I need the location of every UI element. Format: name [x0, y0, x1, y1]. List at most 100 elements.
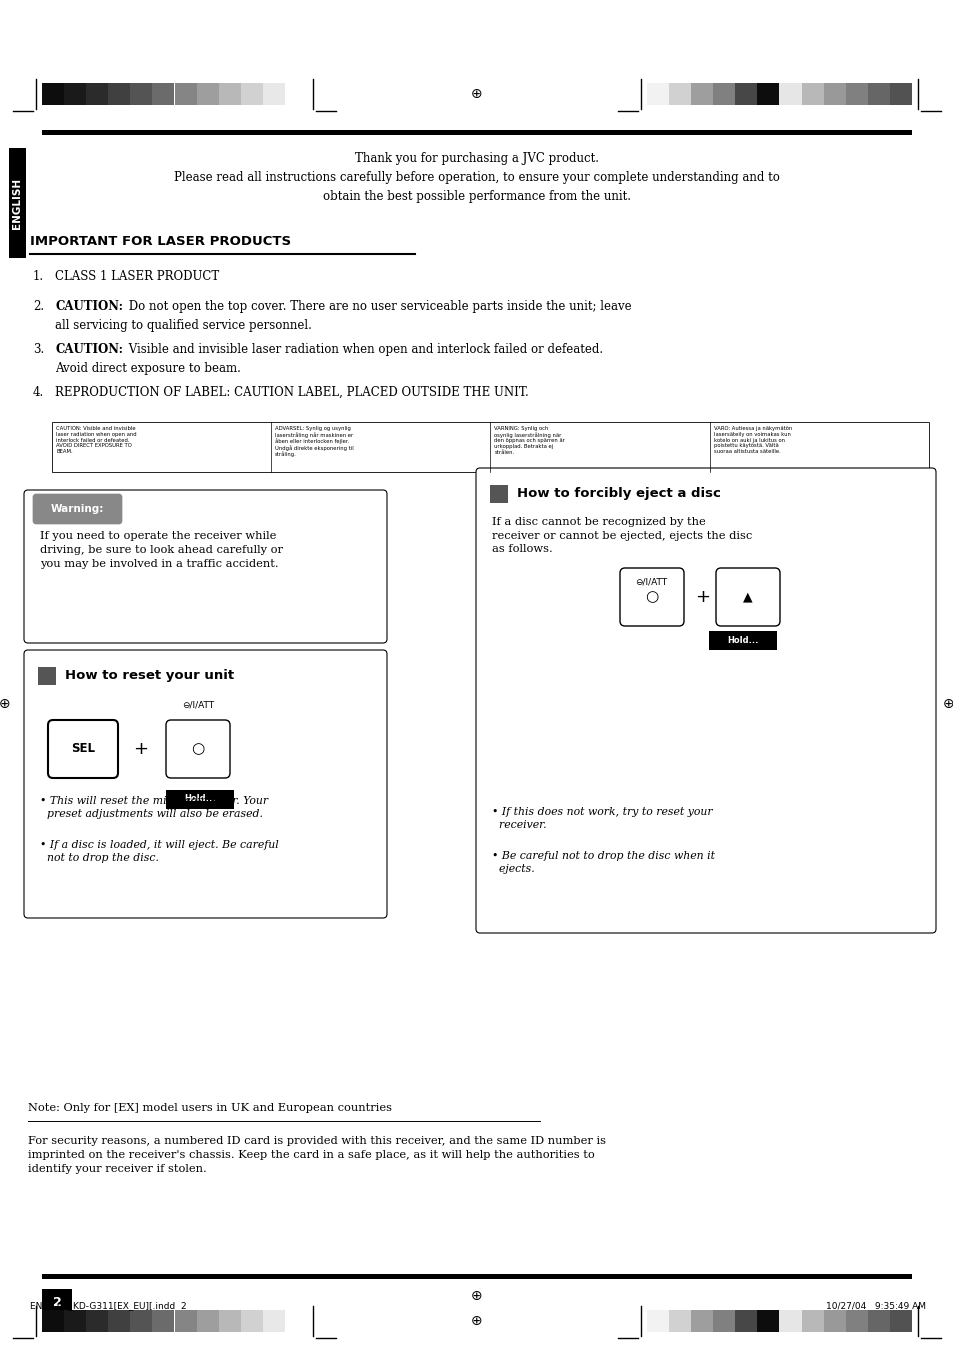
Text: ○: ○: [644, 589, 658, 604]
Bar: [52, 422, 928, 471]
Text: Warning:: Warning:: [51, 504, 104, 513]
Text: • This will reset the microcomputer. Your
  preset adjustments will also be eras: • This will reset the microcomputer. You…: [40, 796, 268, 819]
Bar: [735, 1310, 757, 1332]
Bar: [152, 82, 174, 105]
Bar: [174, 1310, 196, 1332]
Bar: [285, 82, 307, 105]
Text: Visible and invisible laser radiation when open and interlock failed or defeated: Visible and invisible laser radiation wh…: [125, 343, 602, 357]
Text: ADVARSEL: Synlig og usynlig
laserstråling når maskinen er
åben eller interlocken: ADVARSEL: Synlig og usynlig laserstrålin…: [275, 426, 354, 458]
Bar: [757, 1310, 779, 1332]
Bar: [196, 1310, 218, 1332]
Bar: [42, 82, 64, 105]
Bar: [42, 1274, 911, 1279]
Text: +: +: [695, 588, 710, 607]
Bar: [757, 82, 779, 105]
Text: VARO: Autiessa ja näkymätön
lasersäteily on voimakas kun
kotelo on auki ja lukit: VARO: Autiessa ja näkymätön lasersäteily…: [713, 426, 791, 454]
Text: Do not open the top cover. There are no user serviceable parts inside the unit; : Do not open the top cover. There are no …: [125, 300, 631, 313]
Text: • If a disc is loaded, it will eject. Be careful
  not to drop the disc.: • If a disc is loaded, it will eject. Be…: [40, 840, 278, 863]
Bar: [42, 1310, 64, 1332]
Text: CAUTION:: CAUTION:: [55, 343, 123, 357]
Bar: [845, 1310, 867, 1332]
Bar: [822, 82, 845, 105]
FancyBboxPatch shape: [24, 650, 387, 917]
Text: +: +: [133, 740, 149, 758]
Bar: [646, 82, 668, 105]
Text: How to reset your unit: How to reset your unit: [65, 670, 233, 682]
Bar: [668, 82, 690, 105]
Bar: [196, 82, 218, 105]
Text: Thank you for purchasing a JVC product.: Thank you for purchasing a JVC product.: [355, 153, 598, 165]
FancyBboxPatch shape: [166, 720, 230, 778]
Text: For security reasons, a numbered ID card is provided with this receiver, and the: For security reasons, a numbered ID card…: [28, 1136, 605, 1174]
Text: Hold...: Hold...: [184, 794, 215, 802]
Bar: [263, 1310, 285, 1332]
Bar: [690, 82, 713, 105]
Text: ○: ○: [192, 742, 204, 757]
Text: Note: Only for [EX] model users in UK and European countries: Note: Only for [EX] model users in UK an…: [28, 1102, 392, 1113]
FancyBboxPatch shape: [48, 720, 118, 778]
Bar: [845, 82, 867, 105]
Bar: [867, 1310, 889, 1332]
Bar: [218, 1310, 240, 1332]
Text: 10/27/04   9:35:49 AM: 10/27/04 9:35:49 AM: [825, 1301, 925, 1310]
FancyBboxPatch shape: [619, 567, 683, 626]
Text: IMPORTANT FOR LASER PRODUCTS: IMPORTANT FOR LASER PRODUCTS: [30, 235, 291, 249]
Text: If you need to operate the receiver while
driving, be sure to look ahead careful: If you need to operate the receiver whil…: [40, 531, 283, 569]
Bar: [218, 82, 240, 105]
Text: 3.: 3.: [33, 343, 44, 357]
Text: ▲: ▲: [742, 590, 752, 604]
Text: Avoid direct exposure to beam.: Avoid direct exposure to beam.: [55, 362, 240, 376]
Text: • If this does not work, try to reset your
  receiver.: • If this does not work, try to reset yo…: [492, 807, 712, 831]
Bar: [646, 1310, 668, 1332]
Bar: [263, 82, 285, 105]
Text: 2: 2: [52, 1296, 61, 1309]
Bar: [779, 1310, 801, 1332]
Text: ⊕: ⊕: [471, 1289, 482, 1302]
Bar: [735, 82, 757, 105]
Bar: [713, 82, 735, 105]
Bar: [108, 1310, 131, 1332]
Text: Please read all instructions carefully before operation, to ensure your complete: Please read all instructions carefully b…: [173, 172, 780, 184]
Text: 2.: 2.: [33, 300, 44, 313]
Text: 1.: 1.: [33, 270, 44, 282]
Bar: [708, 631, 776, 650]
Bar: [490, 485, 507, 503]
Bar: [131, 82, 152, 105]
Text: Hold...: Hold...: [726, 636, 758, 644]
FancyBboxPatch shape: [476, 467, 935, 934]
Text: REPRODUCTION OF LABEL: CAUTION LABEL, PLACED OUTSIDE THE UNIT.: REPRODUCTION OF LABEL: CAUTION LABEL, PL…: [55, 386, 528, 399]
Text: ⊖/I/ATT: ⊖/I/ATT: [635, 578, 666, 586]
Bar: [779, 82, 801, 105]
Bar: [822, 1310, 845, 1332]
Text: ⊕: ⊕: [943, 697, 953, 711]
Bar: [240, 82, 263, 105]
Bar: [152, 1310, 174, 1332]
Bar: [801, 1310, 822, 1332]
Bar: [889, 82, 911, 105]
FancyBboxPatch shape: [24, 490, 387, 643]
Bar: [668, 1310, 690, 1332]
Bar: [131, 1310, 152, 1332]
Text: CAUTION: Visible and invisible
laser radiation when open and
interlock failed or: CAUTION: Visible and invisible laser rad…: [56, 426, 136, 454]
FancyBboxPatch shape: [716, 567, 780, 626]
Text: obtain the best possible performance from the unit.: obtain the best possible performance fro…: [323, 190, 630, 203]
Text: ⊕: ⊕: [0, 697, 10, 711]
Text: ⊕: ⊕: [471, 86, 482, 101]
Bar: [867, 82, 889, 105]
Bar: [108, 82, 131, 105]
Bar: [64, 82, 86, 105]
Bar: [86, 1310, 108, 1332]
Text: VARNING: Synlig och
osynlig laserstrålning när
den öppnas och spärren är
urkoppl: VARNING: Synlig och osynlig laserstrålni…: [494, 426, 565, 455]
Text: all servicing to qualified service personnel.: all servicing to qualified service perso…: [55, 319, 312, 332]
Text: ⊕: ⊕: [471, 1315, 482, 1328]
Bar: [889, 1310, 911, 1332]
Bar: [285, 1310, 307, 1332]
Text: ⊖/I/ATT: ⊖/I/ATT: [182, 700, 213, 709]
Text: CLASS 1 LASER PRODUCT: CLASS 1 LASER PRODUCT: [55, 270, 219, 282]
Text: EN02-05_KD-G311[EX_EU][.indd  2: EN02-05_KD-G311[EX_EU][.indd 2: [30, 1301, 187, 1310]
Bar: [64, 1310, 86, 1332]
Text: SEL: SEL: [71, 743, 95, 755]
Bar: [42, 130, 911, 135]
Bar: [38, 667, 56, 685]
Text: ENGLISH: ENGLISH: [12, 177, 22, 228]
